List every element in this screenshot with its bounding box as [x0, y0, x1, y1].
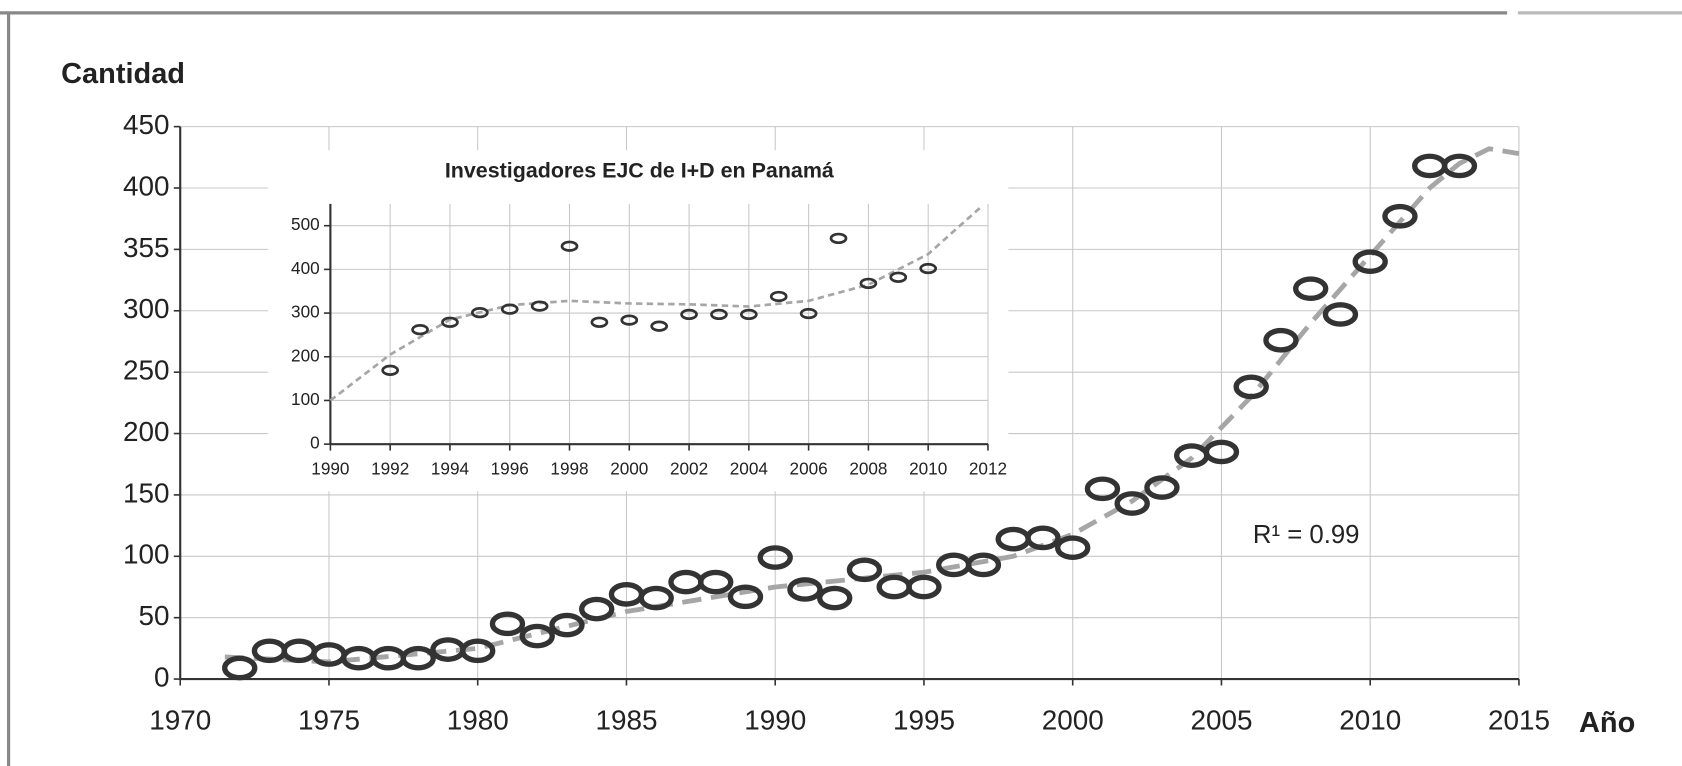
x-tick-label: 1985	[595, 704, 657, 735]
x-tick-label: 2008	[849, 458, 887, 478]
y-tick-label: 500	[291, 214, 320, 234]
y-tick-label: 450	[123, 109, 170, 140]
x-tick-label: 1996	[491, 458, 529, 478]
chart-title: Investigadores EJC de I+D en Panamá	[445, 158, 834, 182]
trend-line	[224, 146, 1520, 665]
x-tick-label: 1990	[744, 704, 806, 735]
x-axis-label: Año	[1579, 707, 1635, 739]
point	[846, 557, 883, 583]
point	[441, 316, 459, 328]
x-tick-label: 2000	[610, 458, 648, 478]
main-chart: 0 50 100 150 200 250 300 355 400 450 1970 1975 1980 1…	[61, 58, 1635, 739]
inset-background	[268, 150, 1009, 492]
point	[1055, 535, 1091, 561]
point	[650, 320, 669, 332]
point	[680, 308, 698, 321]
point	[222, 655, 258, 681]
point	[1441, 153, 1478, 179]
point	[817, 585, 853, 611]
x-tick-label: 2002	[670, 458, 708, 478]
point	[859, 277, 878, 290]
point	[1233, 374, 1269, 400]
point	[829, 232, 848, 245]
x-tick-label: 2010	[909, 458, 947, 478]
point	[549, 612, 585, 638]
point	[1203, 439, 1240, 465]
point	[698, 569, 734, 595]
point	[470, 307, 489, 319]
point	[620, 314, 639, 326]
point	[560, 240, 579, 252]
point	[519, 623, 555, 649]
point	[710, 308, 728, 321]
y-tick-label: 400	[123, 170, 170, 201]
x-tick-label: 2015	[1488, 704, 1550, 735]
point	[906, 574, 942, 600]
x-tick-label: 1994	[431, 458, 470, 478]
x-tick-label: 2012	[969, 458, 1007, 478]
point	[500, 303, 519, 315]
y-tick-label: 0	[154, 661, 170, 692]
point	[919, 262, 938, 275]
point	[460, 638, 496, 664]
y-tick-label: 200	[291, 345, 320, 365]
point	[889, 271, 908, 283]
inset-chart: 0 100 200 300 400 500 1990 1992 1994 1996 1998 2000…	[291, 158, 1007, 478]
point	[400, 645, 436, 671]
point	[769, 290, 788, 303]
point	[1263, 327, 1299, 353]
point	[965, 552, 1002, 578]
point	[590, 316, 609, 328]
trend-line	[329, 205, 983, 402]
point	[1114, 491, 1150, 516]
y-tick-label: 100	[291, 389, 320, 409]
x-tick-label: 2000	[1042, 704, 1104, 735]
point	[1352, 249, 1388, 275]
annotation: R¹ = 0.99	[1253, 521, 1360, 549]
x-tick-label: 1995	[893, 704, 955, 735]
y-axis-label: Cantidad	[61, 58, 185, 90]
point	[1025, 525, 1061, 551]
y-tick-label: 300	[291, 302, 320, 322]
y-tick-label: 300	[123, 293, 170, 324]
point	[489, 611, 526, 637]
x-tick-label: 2010	[1339, 704, 1401, 735]
y-tick-label: 250	[123, 355, 170, 386]
y-tick-label: 150	[123, 477, 170, 508]
y-tick-label: 50	[138, 600, 169, 631]
y-tick-label: 100	[123, 539, 170, 570]
y-tick-label: 0	[310, 433, 320, 453]
point	[1144, 475, 1180, 500]
point	[579, 596, 615, 622]
y-tick-label: 400	[291, 258, 320, 278]
x-tick-label: 2005	[1190, 704, 1252, 735]
point	[799, 307, 818, 320]
x-tick-label: 2006	[790, 458, 828, 478]
point	[530, 300, 549, 312]
x-tick-label: 1970	[149, 704, 211, 735]
y-tick-label: 200	[123, 416, 170, 447]
point	[411, 324, 429, 336]
point	[638, 585, 674, 611]
point	[381, 364, 400, 376]
point	[787, 577, 823, 602]
point	[739, 308, 758, 321]
point	[1322, 302, 1359, 327]
y-tick-label: 355	[123, 232, 170, 263]
x-tick-label: 1998	[550, 458, 588, 478]
x-tick-label: 1990	[311, 458, 349, 478]
point	[1084, 476, 1121, 502]
point	[1293, 276, 1329, 302]
x-tick-label: 1975	[298, 704, 360, 735]
x-tick-label: 1980	[447, 704, 509, 735]
point	[1382, 203, 1418, 229]
x-tick-label: 2004	[730, 458, 769, 478]
point	[757, 545, 793, 570]
point	[727, 584, 764, 610]
x-tick-label: 1992	[371, 458, 409, 478]
